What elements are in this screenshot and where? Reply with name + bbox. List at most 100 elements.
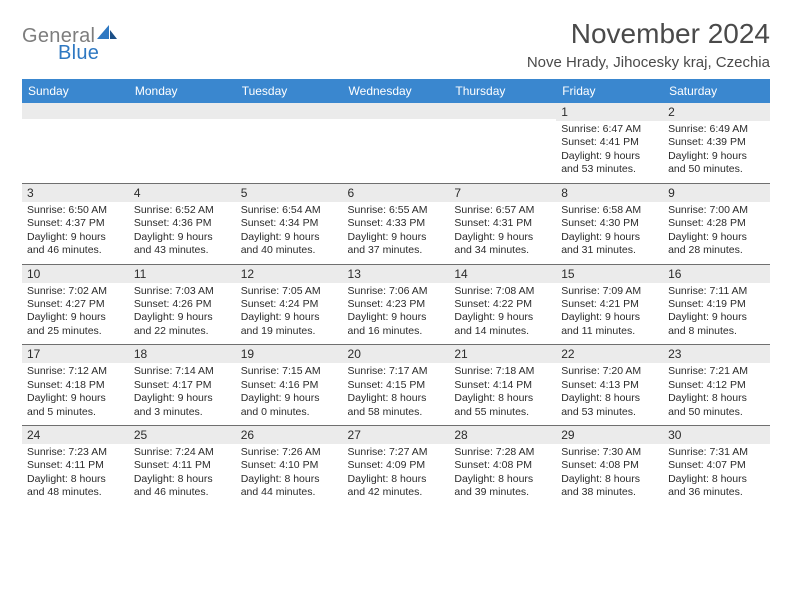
day-detail: and 50 minutes.	[668, 163, 765, 176]
day-cell: 4Sunrise: 6:52 AMSunset: 4:36 PMDaylight…	[129, 183, 236, 264]
day-detail: Sunrise: 6:52 AM	[134, 204, 231, 217]
day-number: 22	[556, 345, 663, 363]
logo: General Blue	[22, 24, 118, 48]
day-detail: Daylight: 9 hours	[668, 150, 765, 163]
day-cell: 26Sunrise: 7:26 AMSunset: 4:10 PMDayligh…	[236, 426, 343, 506]
day-detail: Daylight: 9 hours	[27, 231, 124, 244]
day-detail: Daylight: 8 hours	[454, 473, 551, 486]
day-detail: Daylight: 9 hours	[27, 311, 124, 324]
day-detail: Daylight: 9 hours	[134, 231, 231, 244]
day-detail: Sunrise: 7:28 AM	[454, 446, 551, 459]
day-detail: Daylight: 8 hours	[454, 392, 551, 405]
day-cell: 16Sunrise: 7:11 AMSunset: 4:19 PMDayligh…	[663, 264, 770, 345]
day-detail: Daylight: 9 hours	[348, 311, 445, 324]
day-detail: and 14 minutes.	[454, 325, 551, 338]
day-detail: and 3 minutes.	[134, 406, 231, 419]
day-detail: and 42 minutes.	[348, 486, 445, 499]
day-cell: 23Sunrise: 7:21 AMSunset: 4:12 PMDayligh…	[663, 345, 770, 426]
day-number: 19	[236, 345, 343, 363]
day-detail: Daylight: 9 hours	[134, 392, 231, 405]
day-cell: 20Sunrise: 7:17 AMSunset: 4:15 PMDayligh…	[343, 345, 450, 426]
day-detail: and 48 minutes.	[27, 486, 124, 499]
day-detail: Sunrise: 7:21 AM	[668, 365, 765, 378]
day-detail: Sunrise: 7:03 AM	[134, 285, 231, 298]
location: Nove Hrady, Jihocesky kraj, Czechia	[527, 54, 770, 71]
month-title: November 2024	[527, 18, 770, 50]
week-row: 24Sunrise: 7:23 AMSunset: 4:11 PMDayligh…	[22, 426, 770, 506]
day-detail: Sunrise: 7:12 AM	[27, 365, 124, 378]
day-cell: 1Sunrise: 6:47 AMSunset: 4:41 PMDaylight…	[556, 103, 663, 183]
day-detail: and 28 minutes.	[668, 244, 765, 257]
day-detail: and 19 minutes.	[241, 325, 338, 338]
day-number: 14	[449, 265, 556, 283]
day-detail: Daylight: 9 hours	[241, 231, 338, 244]
day-number: 10	[22, 265, 129, 283]
day-detail: and 50 minutes.	[668, 406, 765, 419]
day-number: 9	[663, 184, 770, 202]
day-detail: Daylight: 8 hours	[561, 473, 658, 486]
day-number: 29	[556, 426, 663, 444]
day-number: 23	[663, 345, 770, 363]
day-detail: Sunrise: 7:02 AM	[27, 285, 124, 298]
day-number: 1	[556, 103, 663, 121]
empty-day	[129, 103, 236, 119]
day-detail: Sunset: 4:08 PM	[561, 459, 658, 472]
day-number: 25	[129, 426, 236, 444]
day-cell: 6Sunrise: 6:55 AMSunset: 4:33 PMDaylight…	[343, 183, 450, 264]
day-detail: Sunset: 4:19 PM	[668, 298, 765, 311]
day-detail: and 22 minutes.	[134, 325, 231, 338]
day-detail: and 53 minutes.	[561, 163, 658, 176]
day-detail: Sunrise: 6:50 AM	[27, 204, 124, 217]
weekday-header-row: Sunday Monday Tuesday Wednesday Thursday…	[22, 79, 770, 103]
day-detail: Daylight: 9 hours	[561, 311, 658, 324]
day-detail: Sunset: 4:28 PM	[668, 217, 765, 230]
day-detail: Daylight: 8 hours	[134, 473, 231, 486]
day-number: 15	[556, 265, 663, 283]
day-number: 8	[556, 184, 663, 202]
day-detail: Daylight: 9 hours	[134, 311, 231, 324]
day-detail: Sunrise: 7:06 AM	[348, 285, 445, 298]
day-detail: and 43 minutes.	[134, 244, 231, 257]
weekday-header: Wednesday	[343, 79, 450, 103]
day-detail: Daylight: 8 hours	[561, 392, 658, 405]
day-detail: and 44 minutes.	[241, 486, 338, 499]
day-detail: Daylight: 9 hours	[454, 231, 551, 244]
day-detail: Daylight: 8 hours	[348, 392, 445, 405]
day-detail: Daylight: 8 hours	[27, 473, 124, 486]
weekday-header: Thursday	[449, 79, 556, 103]
day-number: 6	[343, 184, 450, 202]
day-detail: and 55 minutes.	[454, 406, 551, 419]
day-number: 20	[343, 345, 450, 363]
day-detail: Sunset: 4:12 PM	[668, 379, 765, 392]
day-detail: and 34 minutes.	[454, 244, 551, 257]
day-detail: and 25 minutes.	[27, 325, 124, 338]
logo-word2: Blue	[58, 42, 99, 65]
day-cell: 30Sunrise: 7:31 AMSunset: 4:07 PMDayligh…	[663, 426, 770, 506]
day-detail: Sunrise: 7:05 AM	[241, 285, 338, 298]
logo-sail-icon	[96, 24, 118, 42]
day-detail: and 58 minutes.	[348, 406, 445, 419]
day-detail: Sunset: 4:23 PM	[348, 298, 445, 311]
day-detail: Sunrise: 7:09 AM	[561, 285, 658, 298]
day-detail: and 39 minutes.	[454, 486, 551, 499]
day-cell: 13Sunrise: 7:06 AMSunset: 4:23 PMDayligh…	[343, 264, 450, 345]
day-cell: 29Sunrise: 7:30 AMSunset: 4:08 PMDayligh…	[556, 426, 663, 506]
day-detail: Sunrise: 7:27 AM	[348, 446, 445, 459]
day-detail: Sunset: 4:41 PM	[561, 136, 658, 149]
day-cell: 21Sunrise: 7:18 AMSunset: 4:14 PMDayligh…	[449, 345, 556, 426]
day-detail: Sunset: 4:07 PM	[668, 459, 765, 472]
day-detail: Sunset: 4:24 PM	[241, 298, 338, 311]
page: General Blue November 2024 Nove Hrady, J…	[0, 0, 792, 506]
day-cell: 7Sunrise: 6:57 AMSunset: 4:31 PMDaylight…	[449, 183, 556, 264]
day-detail: Daylight: 8 hours	[241, 473, 338, 486]
day-detail: Sunrise: 7:18 AM	[454, 365, 551, 378]
day-detail: and 53 minutes.	[561, 406, 658, 419]
day-detail: and 11 minutes.	[561, 325, 658, 338]
day-number: 18	[129, 345, 236, 363]
day-detail: and 46 minutes.	[27, 244, 124, 257]
day-detail: Daylight: 9 hours	[561, 150, 658, 163]
day-number: 30	[663, 426, 770, 444]
day-cell: 14Sunrise: 7:08 AMSunset: 4:22 PMDayligh…	[449, 264, 556, 345]
week-row: 3Sunrise: 6:50 AMSunset: 4:37 PMDaylight…	[22, 183, 770, 264]
day-number: 24	[22, 426, 129, 444]
